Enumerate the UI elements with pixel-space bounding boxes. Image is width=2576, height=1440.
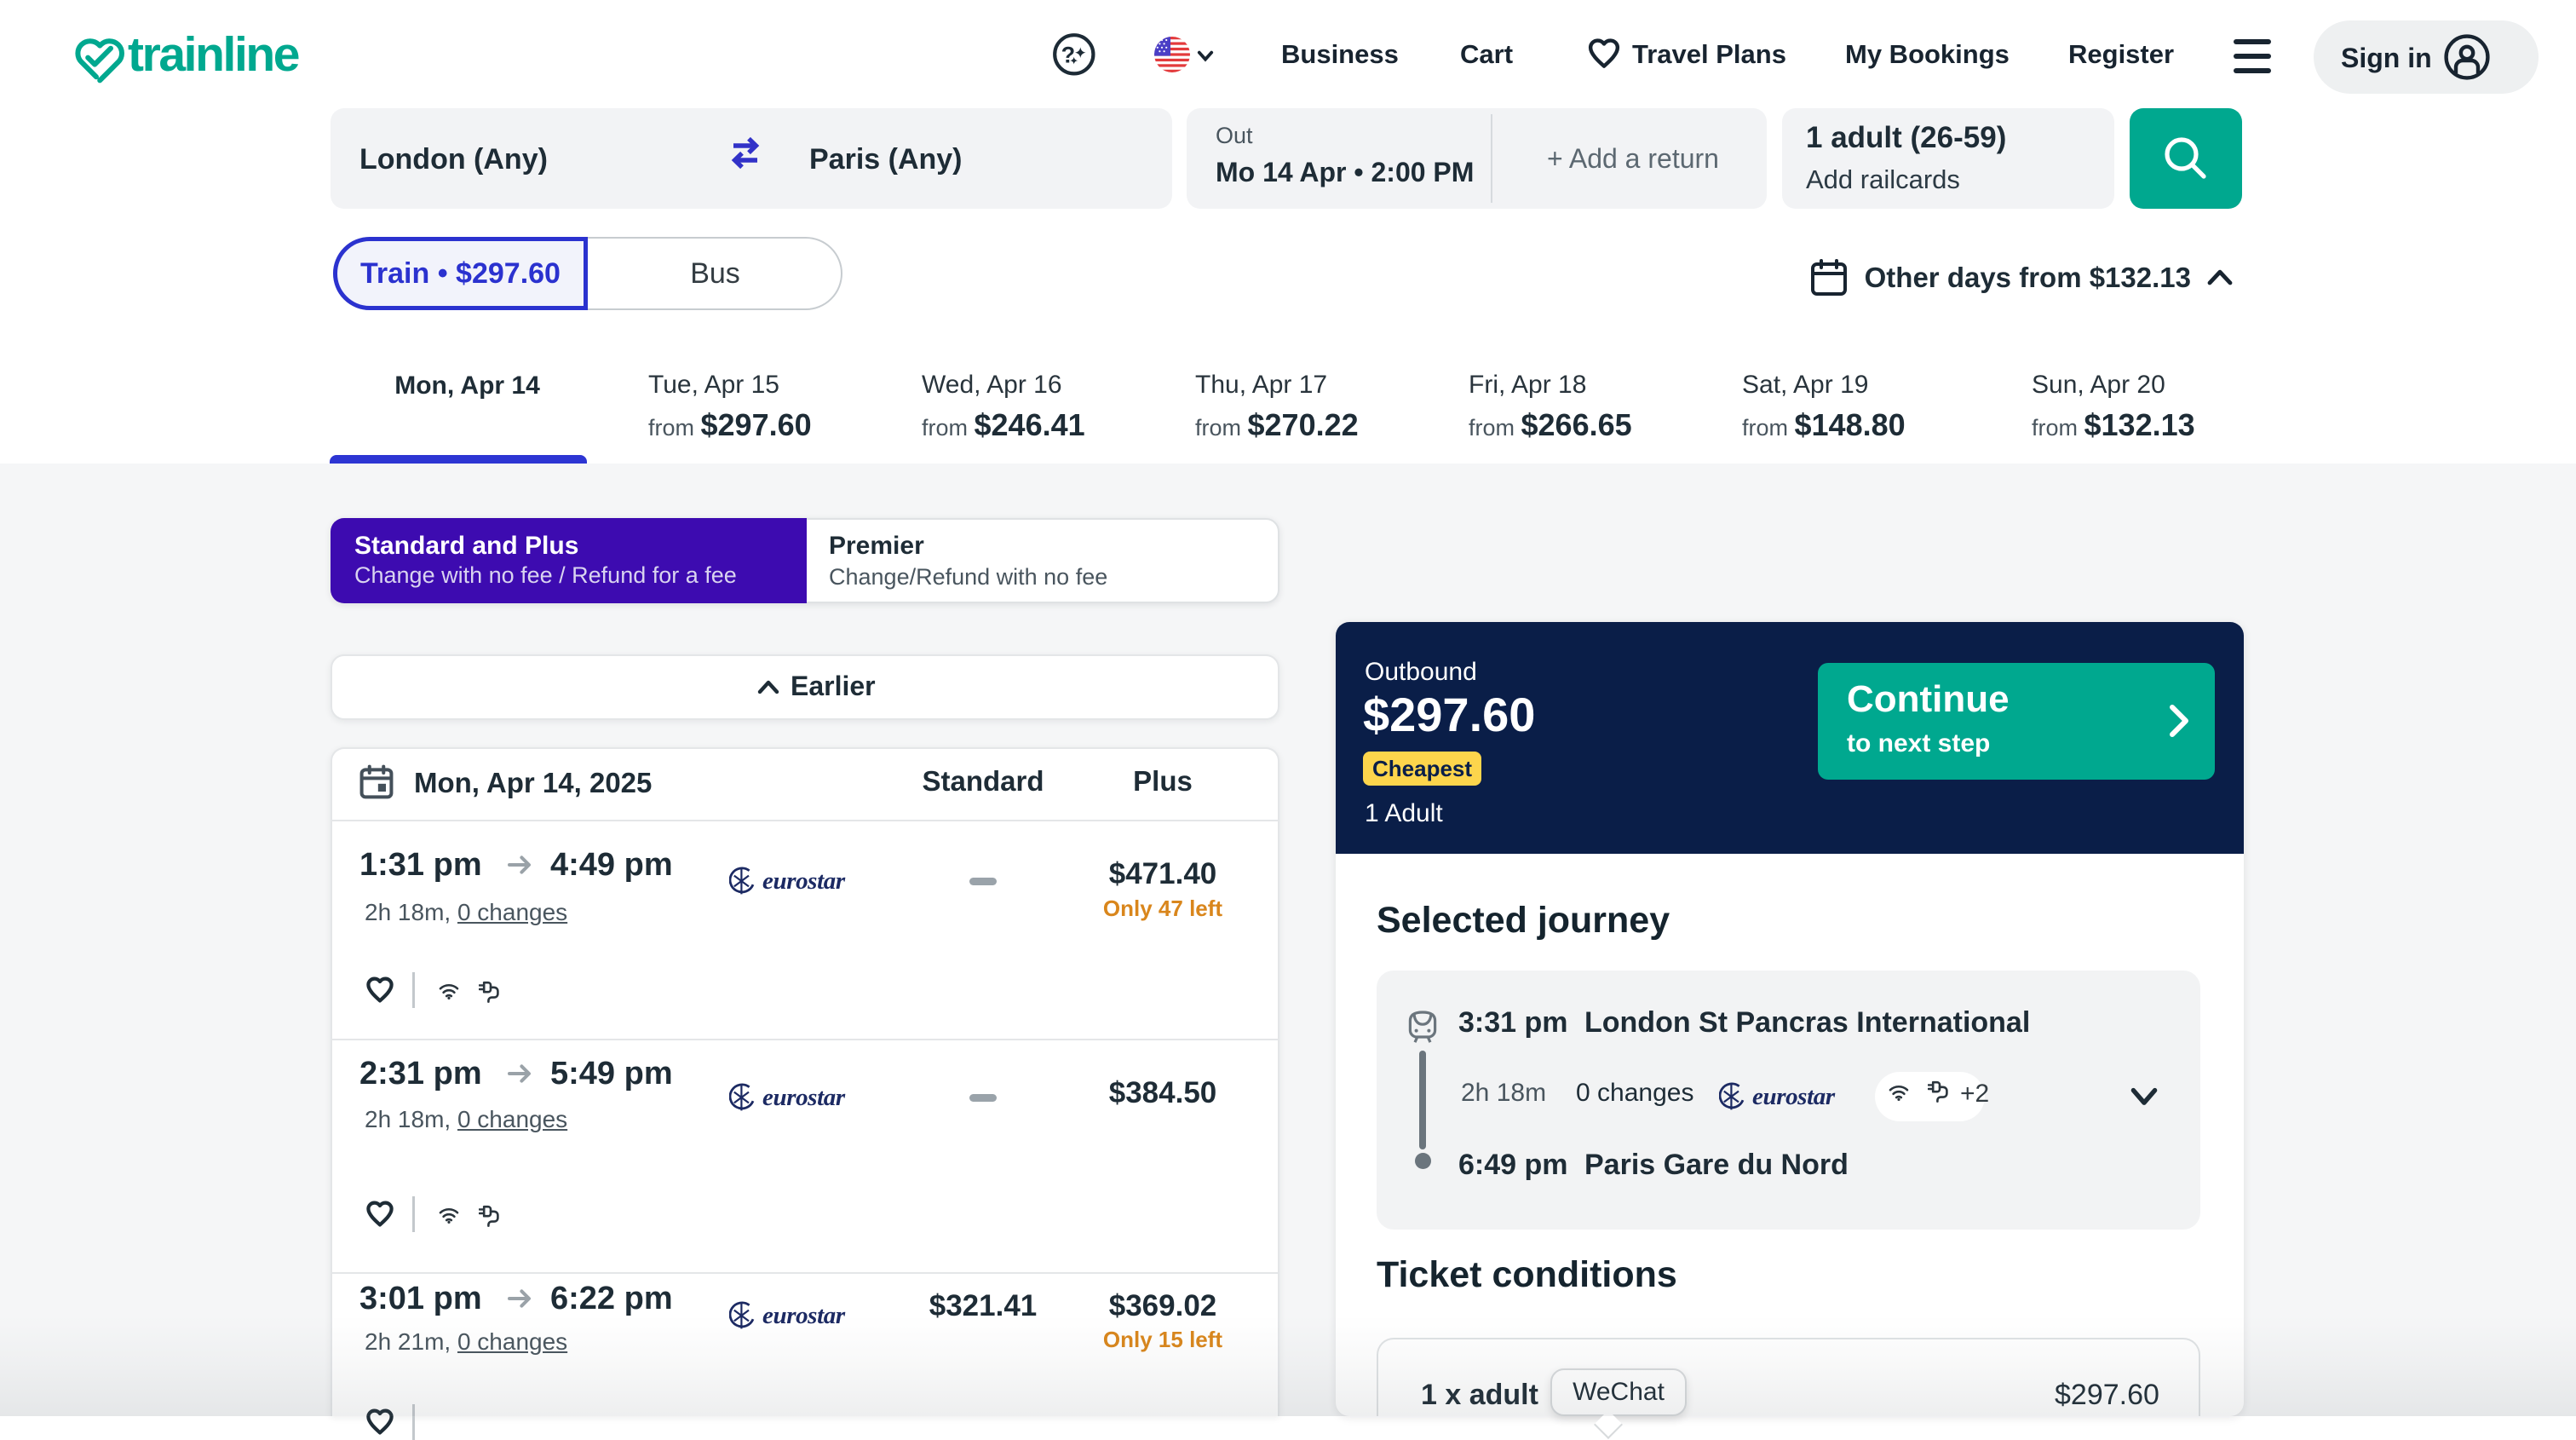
svg-text:eurostar: eurostar — [1752, 1082, 1836, 1109]
svg-text:eurostar: eurostar — [762, 1302, 846, 1329]
svg-text:?: ? — [1061, 43, 1075, 68]
svg-text:eurostar: eurostar — [762, 867, 846, 895]
svg-text:eurostar: eurostar — [762, 1084, 846, 1111]
svg-text:trainline: trainline — [128, 34, 299, 82]
